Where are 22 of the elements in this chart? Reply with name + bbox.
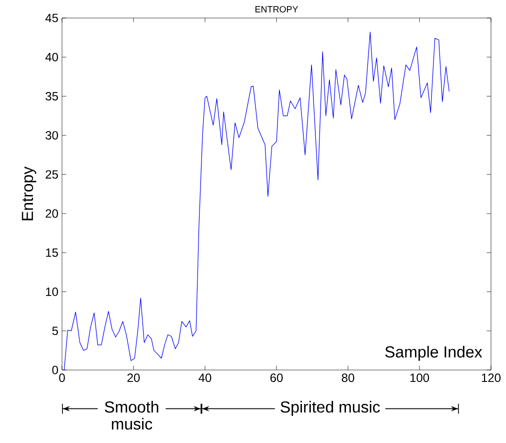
x-tick-label: 80 [342,374,354,382]
y-tick-label: 45 [45,14,58,22]
y-tick-label: 35 [46,92,58,100]
x-tick-label: 60 [270,374,283,382]
y-tick-label: 25 [46,170,58,179]
x-tick-label: 100 [410,374,430,382]
y-axis-title: Entropy [22,166,36,220]
y-tick-label: 30 [46,131,58,140]
x-tick-label: 40 [198,374,212,382]
y-tick-label: 20 [46,209,58,218]
text: Spirited music [280,400,380,416]
x-tick-label: 20 [127,374,140,382]
y-tick-label: 10 [46,288,58,296]
y-tick-label: 0 [52,366,58,374]
x-axis-title: Sample Index [385,346,482,361]
x-tick-label: 0 [59,374,65,382]
chart-title: ENTROPY [255,6,298,12]
text: Smooth music [104,400,158,430]
y-tick-label: 5 [52,326,58,336]
x-tick-label: 120 [482,374,501,382]
y-tick-label: 40 [45,52,58,62]
y-tick-label: 15 [46,248,58,257]
